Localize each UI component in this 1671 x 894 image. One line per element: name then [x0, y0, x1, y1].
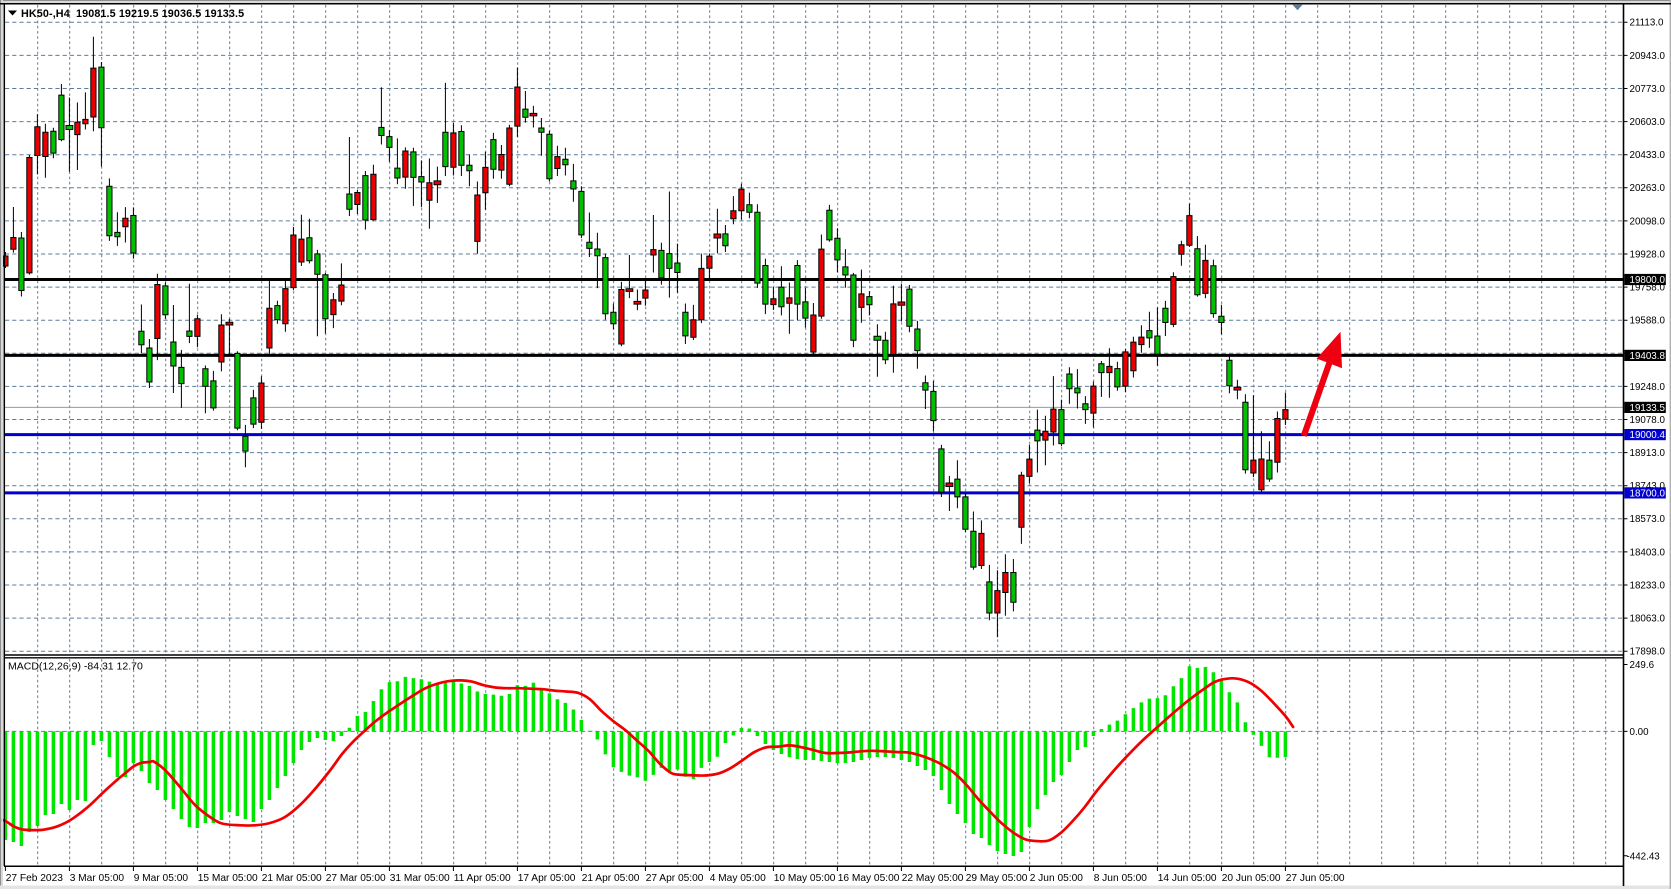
svg-text:18063.0: 18063.0	[1630, 614, 1666, 625]
svg-text:15 Mar 05:00: 15 Mar 05:00	[198, 873, 258, 884]
svg-text:21 Apr 05:00: 21 Apr 05:00	[582, 873, 640, 884]
svg-text:2 Jun 05:00: 2 Jun 05:00	[1030, 873, 1084, 884]
svg-text:27 Mar 05:00: 27 Mar 05:00	[326, 873, 386, 884]
svg-text:27 Feb 2023: 27 Feb 2023	[6, 873, 64, 884]
svg-text:18573.0: 18573.0	[1630, 514, 1666, 525]
svg-text:20 Jun 05:00: 20 Jun 05:00	[1222, 873, 1281, 884]
svg-text:0.00: 0.00	[1630, 727, 1650, 738]
svg-text:19758.0: 19758.0	[1630, 283, 1666, 294]
svg-text:21 Mar 05:00: 21 Mar 05:00	[262, 873, 322, 884]
svg-text:19588.0: 19588.0	[1630, 316, 1666, 327]
svg-text:4 May 05:00: 4 May 05:00	[710, 873, 766, 884]
svg-text:8 Jun 05:00: 8 Jun 05:00	[1094, 873, 1148, 884]
svg-text:HK50-,H4 19081.5 19219.5 1903: HK50-,H4 19081.5 19219.5 19036.5 19133.5	[21, 8, 244, 20]
svg-text:19800.0: 19800.0	[1630, 275, 1666, 286]
svg-text:3 Mar 05:00: 3 Mar 05:00	[70, 873, 125, 884]
svg-text:16 May 05:00: 16 May 05:00	[838, 873, 900, 884]
svg-text:20603.0: 20603.0	[1630, 117, 1666, 128]
svg-text:19248.0: 19248.0	[1630, 382, 1666, 393]
svg-text:10 May 05:00: 10 May 05:00	[774, 873, 836, 884]
svg-text:19078.0: 19078.0	[1630, 415, 1666, 426]
svg-text:18233.0: 18233.0	[1630, 580, 1666, 591]
svg-text:20433.0: 20433.0	[1630, 150, 1666, 161]
svg-text:11 Apr 05:00: 11 Apr 05:00	[454, 873, 511, 884]
svg-text:20943.0: 20943.0	[1630, 51, 1666, 62]
svg-text:18403.0: 18403.0	[1630, 547, 1666, 558]
svg-text:-442.43: -442.43	[1627, 851, 1661, 862]
svg-text:9 Mar 05:00: 9 Mar 05:00	[134, 873, 189, 884]
svg-text:18913.0: 18913.0	[1630, 448, 1666, 459]
svg-text:20098.0: 20098.0	[1630, 216, 1666, 227]
svg-text:14 Jun 05:00: 14 Jun 05:00	[1158, 873, 1217, 884]
svg-text:17 Apr 05:00: 17 Apr 05:00	[518, 873, 576, 884]
svg-text:249.6: 249.6	[1630, 660, 1655, 671]
svg-text:18700.0: 18700.0	[1630, 488, 1666, 499]
svg-text:31 Mar 05:00: 31 Mar 05:00	[390, 873, 450, 884]
svg-text:27 Apr 05:00: 27 Apr 05:00	[646, 873, 704, 884]
svg-text:17898.0: 17898.0	[1630, 647, 1666, 658]
svg-text:20773.0: 20773.0	[1630, 84, 1666, 95]
svg-text:27 Jun 05:00: 27 Jun 05:00	[1286, 873, 1345, 884]
svg-text:19928.0: 19928.0	[1630, 249, 1666, 260]
svg-text:21113.0: 21113.0	[1630, 18, 1665, 29]
svg-text:MACD(12,26,9) -84.31 12.70: MACD(12,26,9) -84.31 12.70	[8, 660, 143, 672]
svg-text:19133.5: 19133.5	[1630, 403, 1666, 414]
svg-text:19403.8: 19403.8	[1630, 351, 1666, 362]
svg-text:19000.4: 19000.4	[1630, 430, 1666, 441]
svg-text:20263.0: 20263.0	[1630, 183, 1666, 194]
svg-text:29 May 05:00: 29 May 05:00	[966, 873, 1028, 884]
svg-text:18743.0: 18743.0	[1630, 481, 1666, 492]
svg-text:22 May 05:00: 22 May 05:00	[902, 873, 964, 884]
